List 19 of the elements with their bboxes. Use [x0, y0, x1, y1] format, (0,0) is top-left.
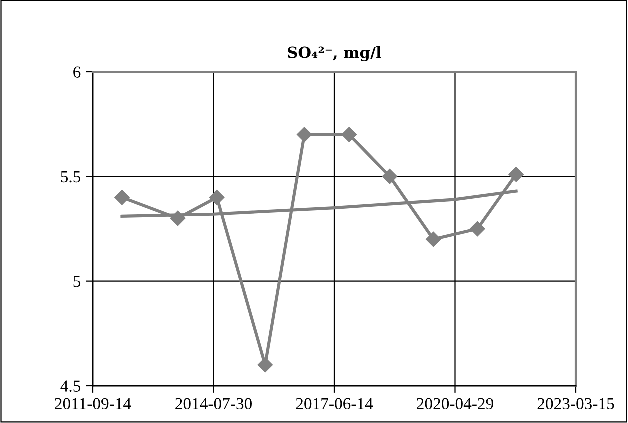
x-tick-label: 2020-04-29 [417, 398, 494, 410]
y-tick-label: 4.5 [60, 380, 81, 392]
y-tick-label: 5.5 [61, 172, 81, 183]
point [258, 357, 273, 373]
x-tick-label: 2014-07-30 [176, 398, 252, 410]
y-tick-label: 5 [74, 276, 81, 288]
point [342, 127, 357, 142]
point [426, 232, 442, 248]
point [508, 167, 524, 182]
point [382, 169, 398, 184]
y-tick-label: 6 [74, 66, 81, 78]
point [210, 190, 225, 206]
point [114, 190, 130, 206]
point [297, 127, 312, 142]
x-tick-label: 2023-03-15 [538, 398, 614, 410]
point [470, 221, 486, 237]
x-tick-label: 2017-06-14 [296, 398, 374, 410]
chart-title: SO₄²⁻, mg/l [288, 46, 382, 62]
x-tick-label: 2011-09-14 [55, 398, 132, 410]
